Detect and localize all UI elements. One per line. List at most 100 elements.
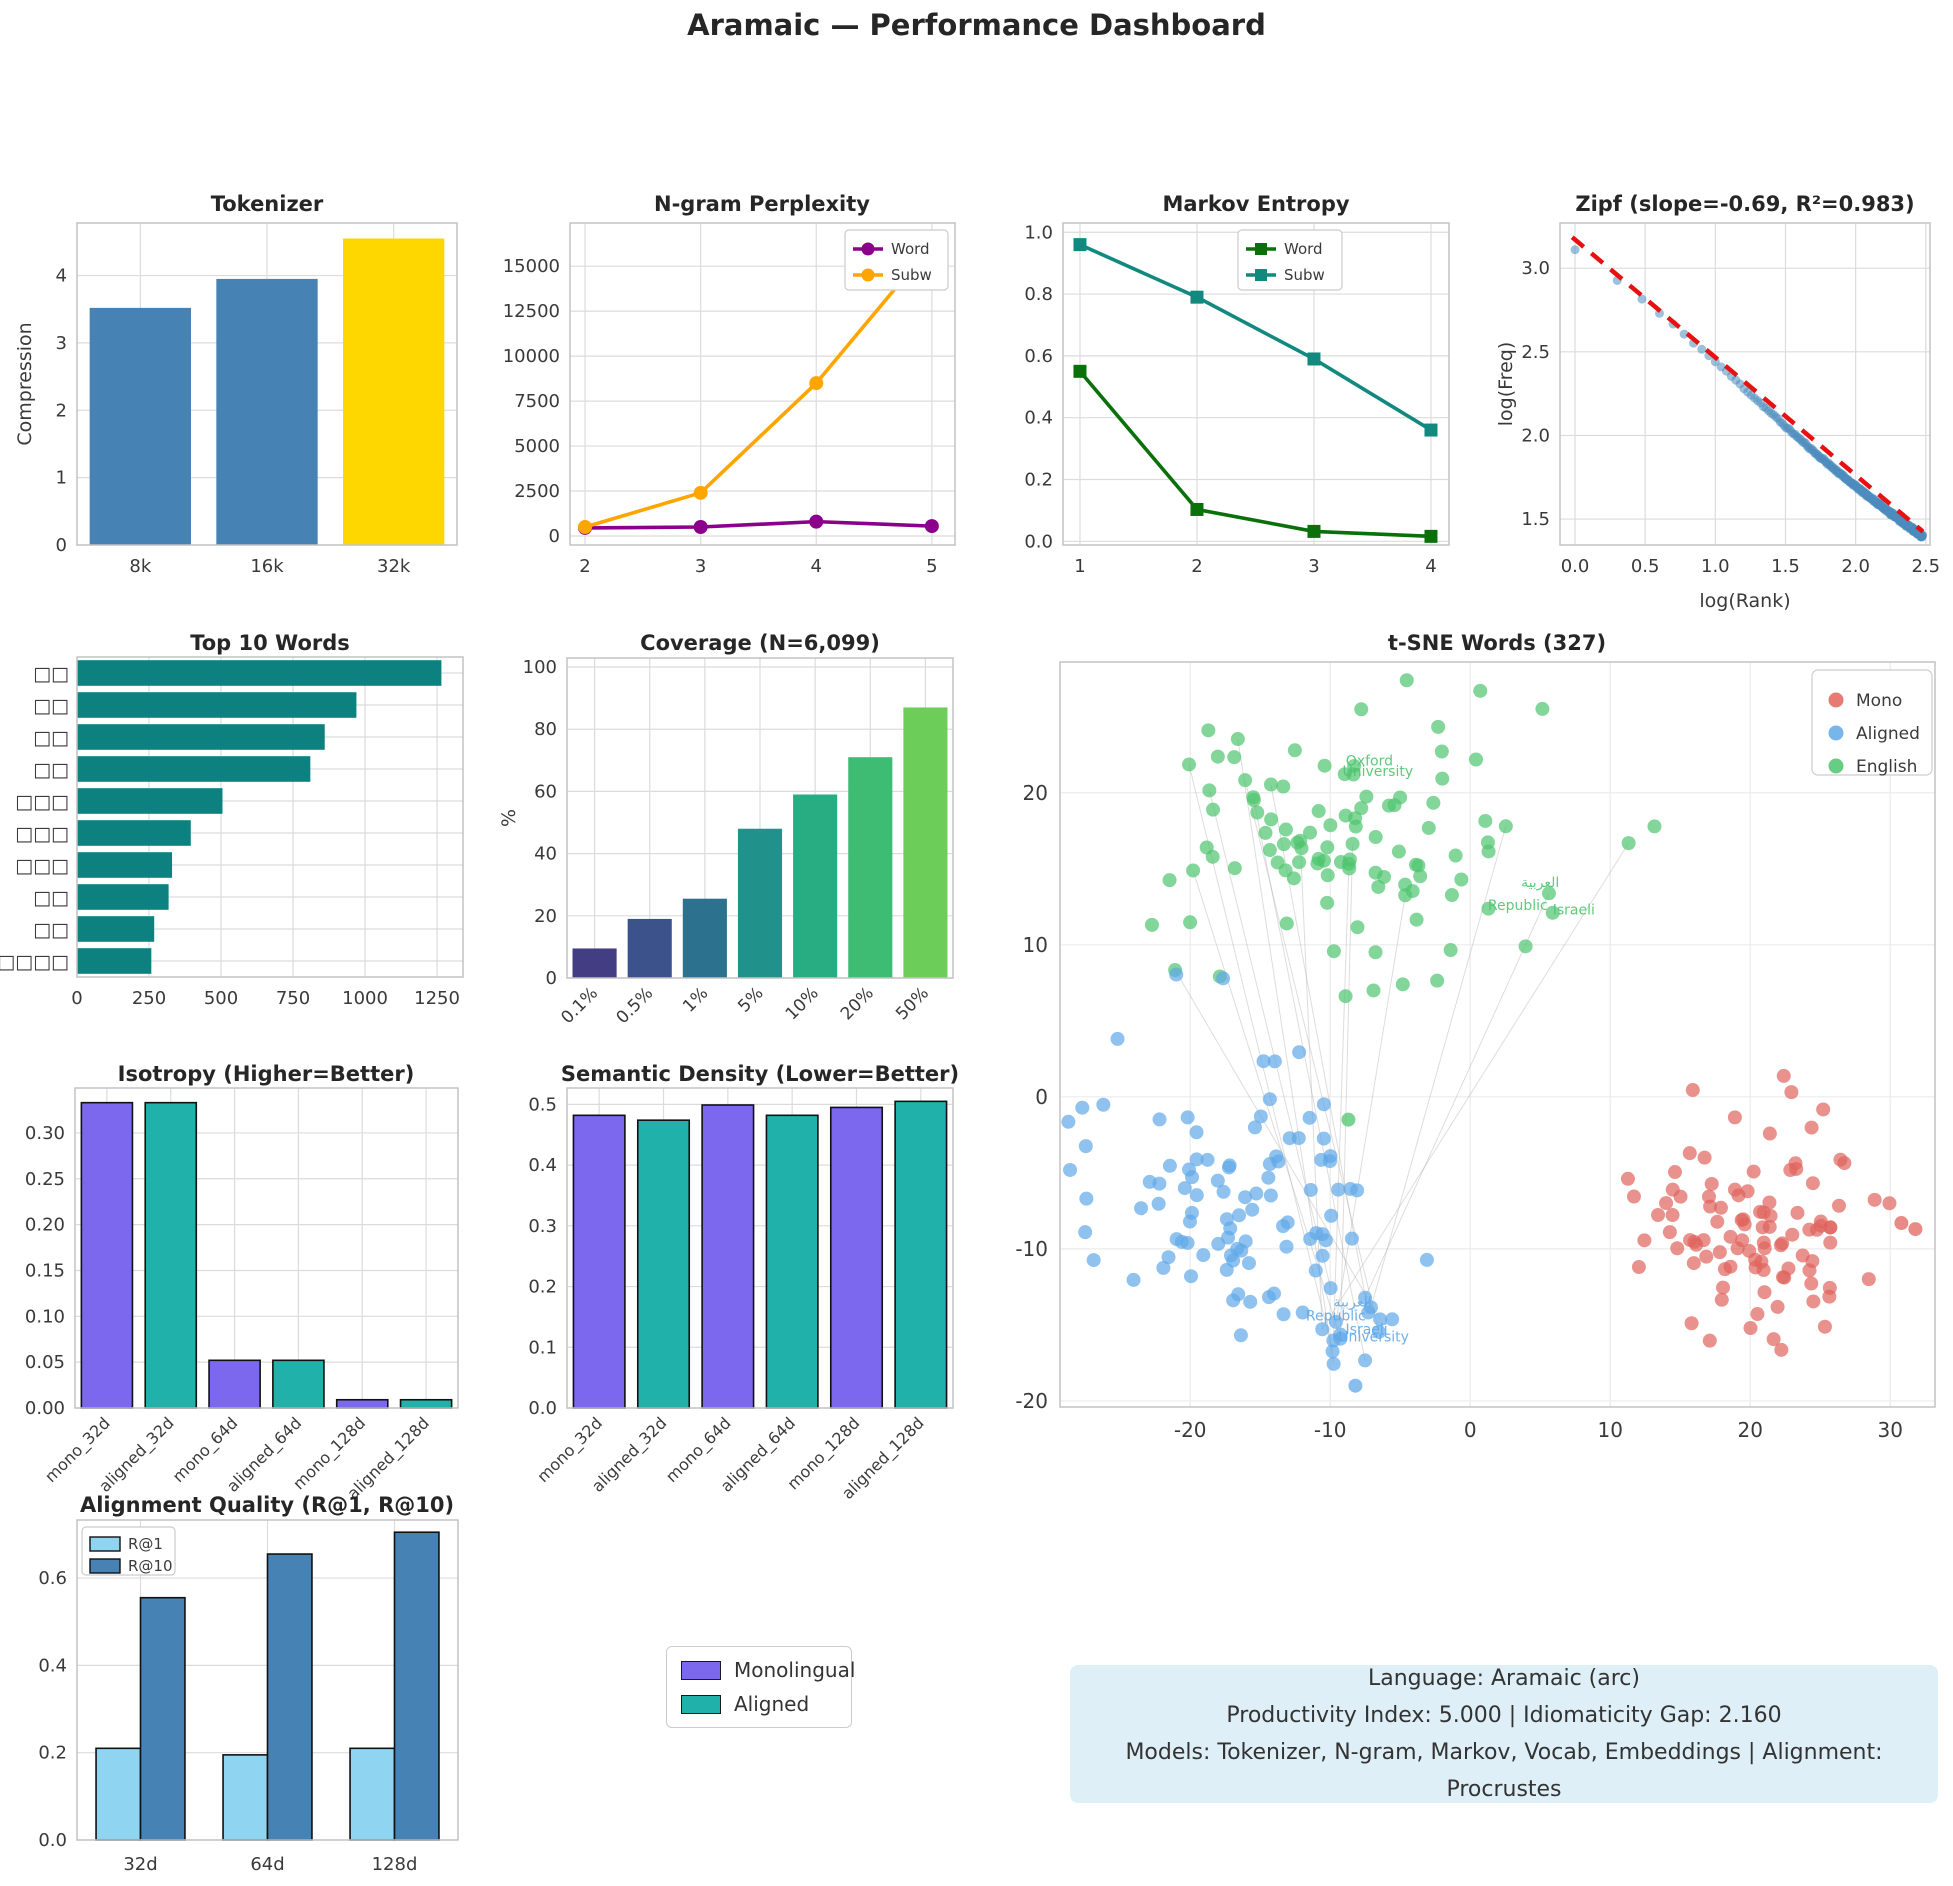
svg-text:2: 2 <box>1191 556 1202 577</box>
legend-item-monolingual: Monolingual <box>681 1658 855 1682</box>
svg-text:10: 10 <box>1597 1418 1622 1442</box>
svg-text:0: 0 <box>1464 1418 1477 1442</box>
svg-text:20: 20 <box>534 906 557 927</box>
chart-zipf: 1.52.02.53.00.0 0.5 1.0 1.5 2.0 2.5log(Freq)l… <box>1495 192 1940 612</box>
chart-coverage: 0 20 40 60 80 100 0.1% 0.5% 1% 5% 10% 20% 50%% Covera… <box>498 631 954 1028</box>
svg-text:Aligned: Aligned <box>1856 724 1920 744</box>
svg-text:16k: 16k <box>250 556 284 577</box>
svg-text:32k: 32k <box>377 556 411 577</box>
svg-text:100: 100 <box>523 657 557 678</box>
svg-text:4: 4 <box>56 266 67 287</box>
svg-text:20: 20 <box>1023 781 1048 805</box>
monolingual-label: Monolingual <box>734 1658 856 1682</box>
svg-text:0.0: 0.0 <box>38 1830 67 1851</box>
svg-text:N-gram Perplexity: N-gram Perplexity <box>654 192 870 216</box>
info-line-language: Language: Aramaic (arc) <box>1368 1666 1640 1691</box>
svg-text:Semantic Density (Lower=Better: Semantic Density (Lower=Better) <box>561 1062 959 1086</box>
svg-text:□□: □□ <box>33 663 69 685</box>
svg-text:Subw: Subw <box>891 266 932 284</box>
svg-text:-20: -20 <box>1015 1389 1048 1413</box>
svg-text:500: 500 <box>204 988 238 1009</box>
svg-text:Tokenizer: Tokenizer <box>211 192 324 216</box>
svg-text:10: 10 <box>1023 933 1048 957</box>
svg-text:1: 1 <box>1074 556 1085 577</box>
svg-text:□□: □□ <box>33 887 69 909</box>
svg-text:R@1: R@1 <box>128 1535 163 1553</box>
svg-text:Markov Entropy: Markov Entropy <box>1162 192 1349 216</box>
svg-text:1.0: 1.0 <box>1024 222 1053 243</box>
svg-text:20: 20 <box>1737 1418 1762 1442</box>
svg-text:60: 60 <box>534 781 557 802</box>
chart-top_words: 0 250 500 750 1000 1250□□□□□□□□□□□□□□□□□□□□□□… <box>0 631 464 1009</box>
svg-text:0.2: 0.2 <box>1024 469 1053 490</box>
svg-text:0.4: 0.4 <box>38 1655 67 1676</box>
svg-text:1000: 1000 <box>342 988 388 1009</box>
svg-text:3: 3 <box>56 333 67 354</box>
svg-text:2.0: 2.0 <box>1841 556 1870 577</box>
svg-text:0.05: 0.05 <box>25 1352 65 1373</box>
svg-text:log(Rank): log(Rank) <box>1699 590 1790 612</box>
svg-text:3.0: 3.0 <box>1521 258 1550 279</box>
model-legend: Monolingual Aligned <box>666 1646 855 1728</box>
svg-text:0.00: 0.00 <box>25 1398 65 1419</box>
svg-text:□□: □□ <box>33 727 69 749</box>
svg-text:0.2: 0.2 <box>38 1743 67 1764</box>
svg-text:Israeli: Israeli <box>1553 902 1595 918</box>
svg-text:3: 3 <box>1308 556 1319 577</box>
svg-text:□□: □□ <box>33 759 69 781</box>
svg-text:4: 4 <box>811 556 822 577</box>
svg-text:0.30: 0.30 <box>25 1123 65 1144</box>
svg-text:Isotropy (Higher=Better): Isotropy (Higher=Better) <box>118 1062 415 1086</box>
svg-text:Republic: Republic <box>1306 1308 1366 1324</box>
svg-text:0.0: 0.0 <box>1561 556 1590 577</box>
svg-text:2.0: 2.0 <box>1521 425 1550 446</box>
svg-text:4: 4 <box>1425 556 1436 577</box>
svg-text:40: 40 <box>534 844 557 865</box>
svg-text:-10: -10 <box>1015 1237 1048 1261</box>
svg-text:log(Freq): log(Freq) <box>1495 342 1517 426</box>
svg-text:2.5: 2.5 <box>1911 556 1940 577</box>
svg-text:1%: 1% <box>679 983 712 1016</box>
svg-text:750: 750 <box>276 988 310 1009</box>
svg-text:Oxford: Oxford <box>1346 753 1393 769</box>
svg-text:Zipf (slope=-0.69, R²=0.983): Zipf (slope=-0.69, R²=0.983) <box>1575 192 1914 216</box>
svg-text:العربية: العربية <box>1333 1295 1371 1311</box>
svg-text:5: 5 <box>926 556 937 577</box>
svg-text:-20: -20 <box>1174 1418 1207 1442</box>
svg-text:0: 0 <box>56 535 67 556</box>
aligned-label: Aligned <box>734 1692 810 1716</box>
svg-text:2: 2 <box>579 556 590 577</box>
info-box: Language: Aramaic (arc) Productivity Ind… <box>1070 1665 1938 1803</box>
svg-text:1.0: 1.0 <box>1701 556 1730 577</box>
svg-text:□□: □□ <box>33 919 69 941</box>
svg-text:20%: 20% <box>837 983 878 1024</box>
svg-text:2.5: 2.5 <box>1521 342 1550 363</box>
svg-text:□□□□: □□□□ <box>0 951 69 973</box>
svg-text:50%: 50% <box>892 983 933 1024</box>
svg-text:University: University <box>1338 1330 1409 1346</box>
svg-text:Coverage (N=6,099): Coverage (N=6,099) <box>640 631 880 655</box>
svg-text:Top 10 Words: Top 10 Words <box>190 631 350 655</box>
chart-isotropy: 0.000.050.100.150.200.250.30mono_32dalig… <box>25 1062 459 1504</box>
svg-text:Subw: Subw <box>1284 266 1325 284</box>
svg-text:10000: 10000 <box>503 346 560 367</box>
svg-text:Compression: Compression <box>14 322 36 445</box>
svg-text:العربية: العربية <box>1521 875 1559 891</box>
svg-text:5000: 5000 <box>514 436 560 457</box>
svg-text:Mono: Mono <box>1856 691 1902 711</box>
svg-text:128d: 128d <box>372 1854 418 1875</box>
svg-text:8k: 8k <box>129 556 151 577</box>
svg-text:0.10: 0.10 <box>25 1306 65 1327</box>
svg-text:2: 2 <box>56 400 67 421</box>
svg-text:0.6: 0.6 <box>38 1568 67 1589</box>
svg-text:0.5%: 0.5% <box>613 983 658 1028</box>
svg-text:0.1: 0.1 <box>528 1337 557 1358</box>
svg-text:0.6: 0.6 <box>1024 346 1053 367</box>
svg-text:0.5: 0.5 <box>1631 556 1660 577</box>
svg-text:1.5: 1.5 <box>1521 509 1550 530</box>
chart-ngram: 0 2500 5000 7500 10000 12500 15000 2 3 4 5 N-gram P… <box>503 192 956 577</box>
svg-text:Israeli: Israeli <box>1346 1322 1388 1338</box>
svg-text:7500: 7500 <box>514 391 560 412</box>
svg-text:0.2: 0.2 <box>528 1277 557 1298</box>
